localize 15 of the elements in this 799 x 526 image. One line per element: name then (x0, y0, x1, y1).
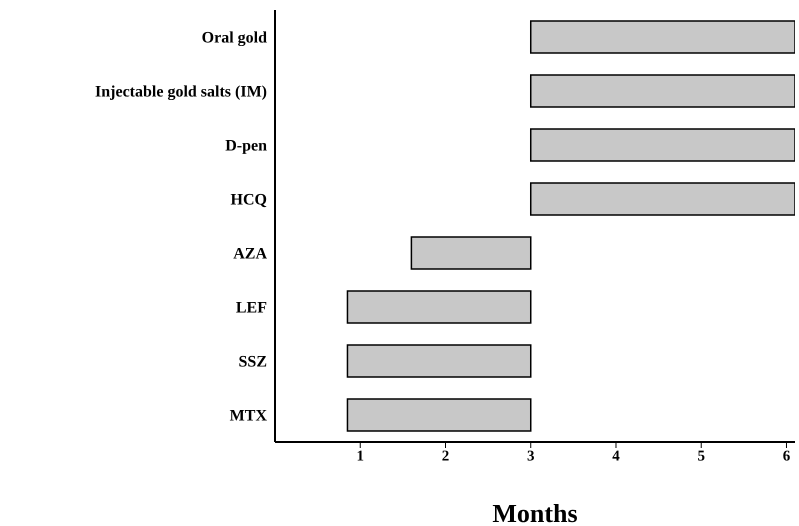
y-tick-label: MTX (230, 408, 268, 425)
x-tick-label: 5 (697, 448, 705, 465)
y-tick-label: AZA (233, 246, 268, 263)
x-axis-title: Months (492, 499, 578, 526)
y-tick-label: HCQ (230, 192, 267, 209)
y-tick-label: SSZ (238, 354, 267, 371)
x-tick-label: 3 (526, 448, 534, 465)
x-tick-label: 4 (612, 448, 620, 465)
x-tick-label: 1 (356, 448, 364, 465)
y-tick-label: Oral gold (202, 30, 268, 47)
y-tick-label: LEF (236, 300, 268, 317)
y-tick-label: D-pen (225, 138, 268, 155)
x-tick-label: 6 (782, 448, 791, 465)
x-tick-label: 2 (442, 448, 450, 465)
y-tick-label: Injectable gold salts (IM) (95, 84, 267, 101)
